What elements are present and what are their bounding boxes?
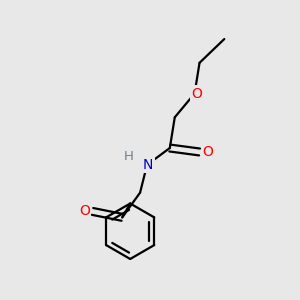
Text: O: O bbox=[191, 86, 202, 100]
Text: N: N bbox=[143, 158, 153, 172]
Text: H: H bbox=[123, 150, 133, 164]
Text: O: O bbox=[202, 145, 213, 159]
Text: O: O bbox=[79, 204, 90, 218]
